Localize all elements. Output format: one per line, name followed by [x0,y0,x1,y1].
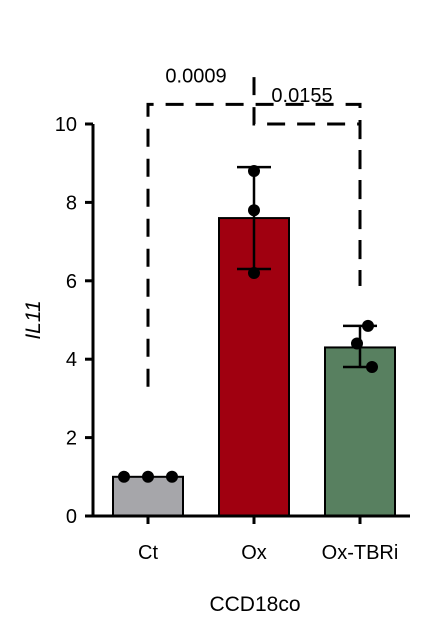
data-points [118,165,378,483]
x-tick-label: Ox [241,542,267,564]
y-tick-label: 8 [66,192,77,214]
y-tick-label: 0 [66,506,77,528]
data-point [248,165,260,178]
y-axis-label: IL11 [22,300,45,339]
p-value-label: 0.0009 [165,65,226,87]
y-tick-label: 10 [55,114,77,136]
labels: IL11 CCD18co 0 2 4 6 8 10 Ct Ox Ox-TBRi 0.0009 0.0… [22,65,398,616]
y-tick-label: 4 [66,349,77,371]
axes [85,122,410,524]
x-tick-label: Ct [138,542,158,564]
data-point [248,204,260,217]
significance-annotations [146,77,362,387]
significance-bracket [252,77,362,286]
data-point [362,319,374,332]
data-point [142,470,154,483]
x-tick-label: Ox-TBRi [322,542,399,564]
x-axis-label: CCD18co [209,593,300,616]
data-point [366,361,378,374]
data-point [351,337,363,350]
p-value-label: 0.0155 [271,85,332,107]
bar-ox-tbri [324,346,396,517]
y-tick-label: 2 [66,428,77,450]
data-point [166,470,178,483]
data-point [248,266,260,279]
data-point [118,470,130,483]
y-tick-label: 6 [66,271,77,293]
